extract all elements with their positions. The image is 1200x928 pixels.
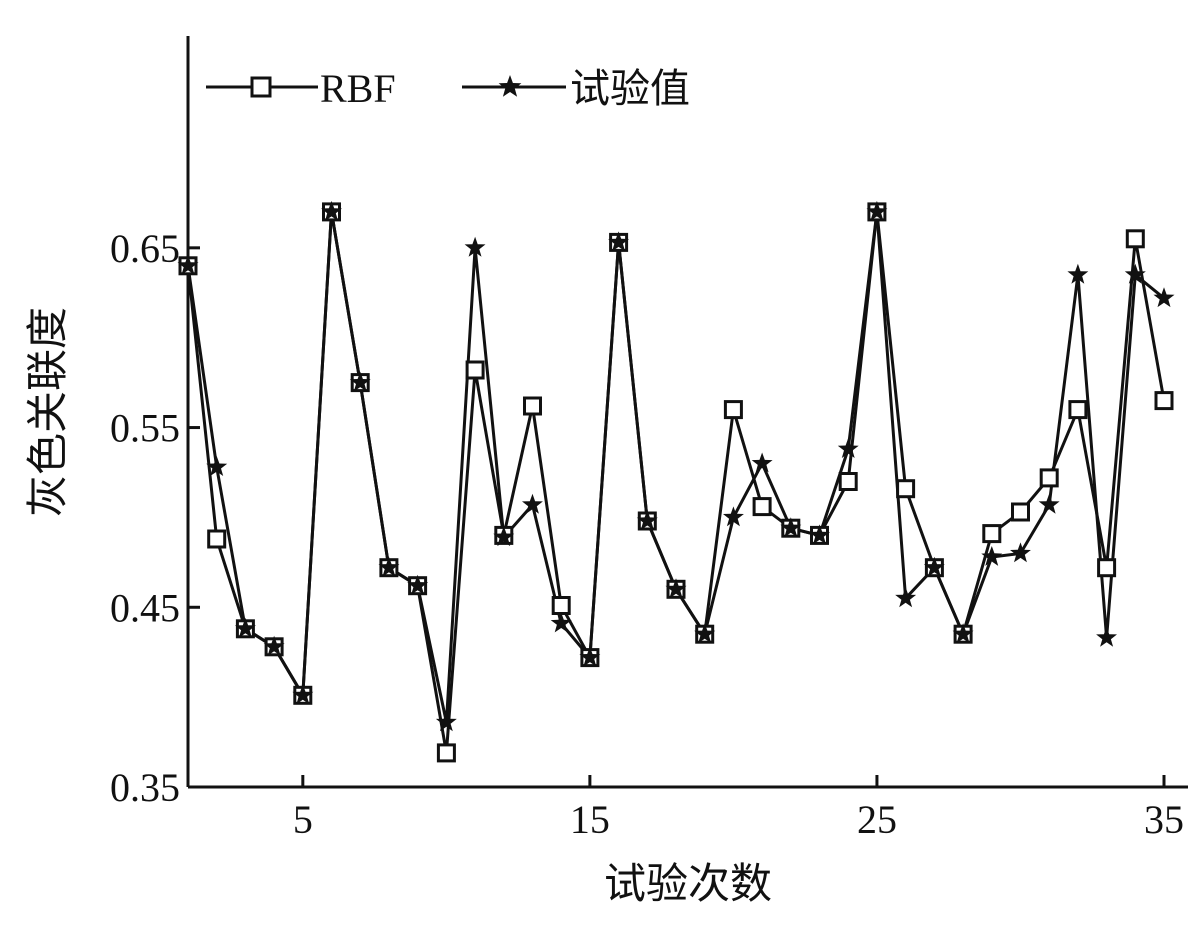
legend: RBF 试验值	[206, 66, 690, 112]
rbf-point	[1011, 502, 1030, 522]
test-point	[1010, 542, 1031, 563]
legend-label-rbf: RBF	[320, 66, 396, 111]
test-point	[608, 231, 629, 252]
x-tick-label: 15	[570, 797, 610, 842]
test-point	[493, 526, 515, 547]
legend-marker-rbf	[250, 76, 272, 98]
test-point	[407, 574, 429, 595]
test-point	[1096, 626, 1117, 647]
rbf-point	[436, 743, 456, 763]
test-point	[263, 635, 285, 656]
test-point	[1153, 287, 1175, 308]
test-point	[435, 711, 457, 732]
test-point	[780, 517, 802, 538]
test-point	[923, 556, 945, 577]
rbf-point	[838, 472, 858, 491]
test-point	[636, 510, 658, 530]
test-point	[809, 524, 830, 545]
y-tick-label: 0.55	[110, 406, 180, 451]
rbf-point	[982, 524, 1002, 544]
test-point	[837, 438, 859, 458]
x-tick-label: 25	[857, 797, 897, 842]
test-point	[522, 493, 543, 514]
test-point	[694, 623, 716, 644]
y-tick-label: 0.35	[110, 765, 180, 810]
x-tick-label: 5	[293, 797, 313, 842]
test-point	[1038, 493, 1060, 514]
test-point	[723, 506, 744, 527]
rbf-point	[551, 596, 571, 615]
test-point	[292, 684, 314, 705]
rbf-point	[723, 400, 743, 420]
axes	[186, 36, 1188, 789]
test-point	[981, 546, 1003, 566]
series-line-rbf	[186, 210, 1166, 755]
y-axis-label: 灰色关联度	[23, 307, 72, 517]
rbf-point	[207, 529, 227, 549]
rbf-point	[1125, 229, 1145, 249]
rbf-point	[1039, 468, 1059, 488]
rbf-point	[465, 360, 485, 380]
test-point	[579, 646, 601, 667]
test-point	[952, 623, 974, 644]
test-point	[665, 578, 687, 599]
legend-label-test: 试验值	[570, 66, 690, 112]
rbf-point	[523, 396, 542, 416]
rbf-point	[1068, 400, 1088, 420]
test-point	[550, 612, 572, 633]
x-tick-label: 35	[1144, 797, 1184, 842]
y-tick-label: 0.45	[110, 585, 180, 630]
test-point	[866, 200, 888, 221]
x-axis-label: 试验次数	[604, 859, 772, 908]
series-layer	[177, 200, 1175, 763]
test-point	[321, 200, 342, 221]
test-point	[235, 617, 256, 638]
test-point	[378, 556, 400, 577]
test-point	[1124, 263, 1146, 284]
test-point	[349, 371, 371, 392]
test-point	[751, 452, 773, 473]
series-line-test	[186, 210, 1165, 724]
rbf-point	[896, 479, 916, 499]
rbf-point	[1154, 391, 1174, 411]
test-point	[206, 456, 228, 476]
legend-item-rbf: RBF	[206, 66, 396, 111]
test-point	[895, 587, 917, 608]
rbf-point	[1097, 558, 1117, 578]
rbf-point	[752, 497, 772, 517]
y-tick-label: 0.65	[110, 226, 180, 271]
test-point	[177, 254, 199, 275]
legend-marker-test	[498, 75, 522, 97]
test-point	[1067, 263, 1089, 284]
ticks: 5 15 25 35 0.35 0.45 0.55 0.65	[110, 226, 1184, 842]
test-point	[464, 236, 486, 257]
legend-item-test: 试验值	[462, 66, 690, 112]
